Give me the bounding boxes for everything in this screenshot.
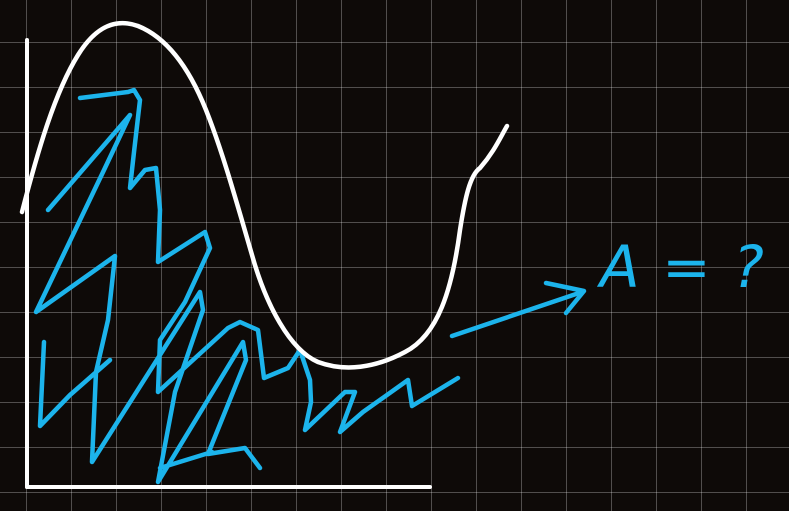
arrow-shaft	[449, 289, 585, 339]
shaded-area-scribble	[33, 87, 461, 485]
function-curve	[19, 20, 510, 370]
area-question-label: A = ?	[600, 233, 766, 301]
arrow-head-icon	[543, 280, 587, 316]
